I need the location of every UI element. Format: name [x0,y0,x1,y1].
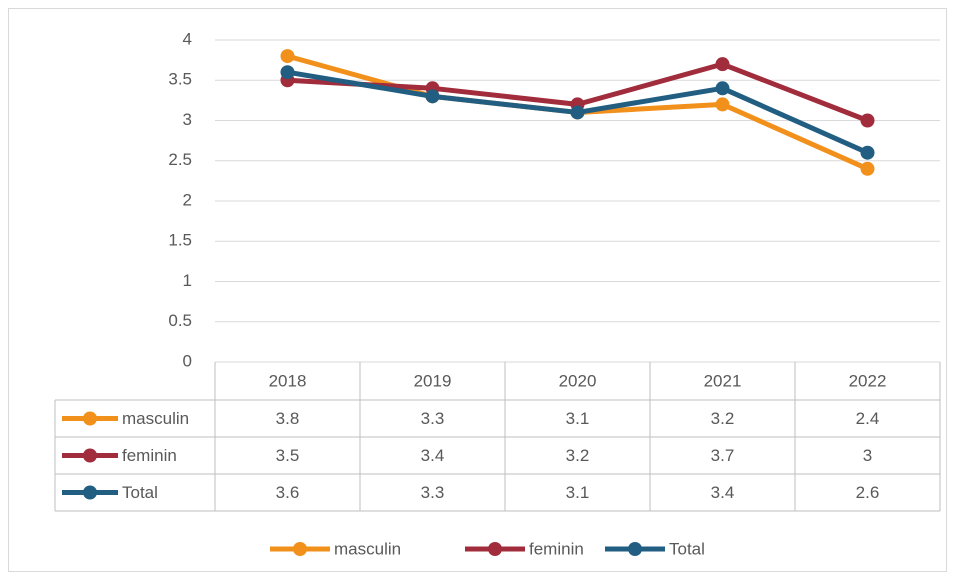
y-tick-label: 1.5 [168,231,192,250]
table-cell: 3.7 [711,446,735,465]
table-cell: 3.4 [711,483,735,502]
table-cell: 3.8 [276,409,300,428]
series-marker [715,97,730,112]
table-cell: 3 [863,446,872,465]
y-tick-label: 2.5 [168,150,192,169]
y-tick-label: 4 [183,29,192,48]
x-tick-label: 2020 [559,371,597,390]
legend-label: feminin [529,539,584,558]
series-marker [280,65,295,80]
legend-label: Total [669,539,705,558]
series-marker [860,161,875,176]
legend-key-marker [83,411,97,426]
legend-key-marker [83,485,97,500]
table-cell: 3.1 [566,409,590,428]
series-marker [425,89,440,104]
legend-key-marker [488,542,502,556]
y-tick-label: 3.5 [168,70,192,89]
table-cell: 3.2 [566,446,590,465]
table-cell: 3.3 [421,483,445,502]
table-cell: 3.2 [711,409,735,428]
table-cell: 3.4 [421,446,445,465]
legend-label: masculin [334,539,401,558]
y-tick-label: 0.5 [168,311,192,330]
x-tick-label: 2018 [269,371,307,390]
table-row-label: masculin [122,409,189,428]
legend-key-marker [83,448,97,463]
x-tick-label: 2019 [414,371,452,390]
table-row-label: Total [122,483,158,502]
y-tick-label: 0 [183,351,192,370]
table-row-label: feminin [122,446,177,465]
legend-key-marker [628,542,642,556]
x-tick-label: 2022 [849,371,887,390]
y-tick-label: 3 [183,110,192,129]
table-cell: 2.6 [856,483,880,502]
y-tick-label: 1 [183,271,192,290]
table-cell: 3.5 [276,446,300,465]
series-marker [280,49,295,64]
table-cell: 3.1 [566,483,590,502]
table-cell: 3.6 [276,483,300,502]
series-marker [715,81,730,96]
series-marker [715,57,730,72]
series-marker [860,145,875,160]
table-cell: 3.3 [421,409,445,428]
series-marker [570,105,585,120]
series-marker [860,113,875,128]
legend-key-marker [293,542,307,556]
table-cell: 2.4 [856,409,880,428]
y-tick-label: 2 [183,190,192,209]
x-tick-label: 2021 [704,371,742,390]
